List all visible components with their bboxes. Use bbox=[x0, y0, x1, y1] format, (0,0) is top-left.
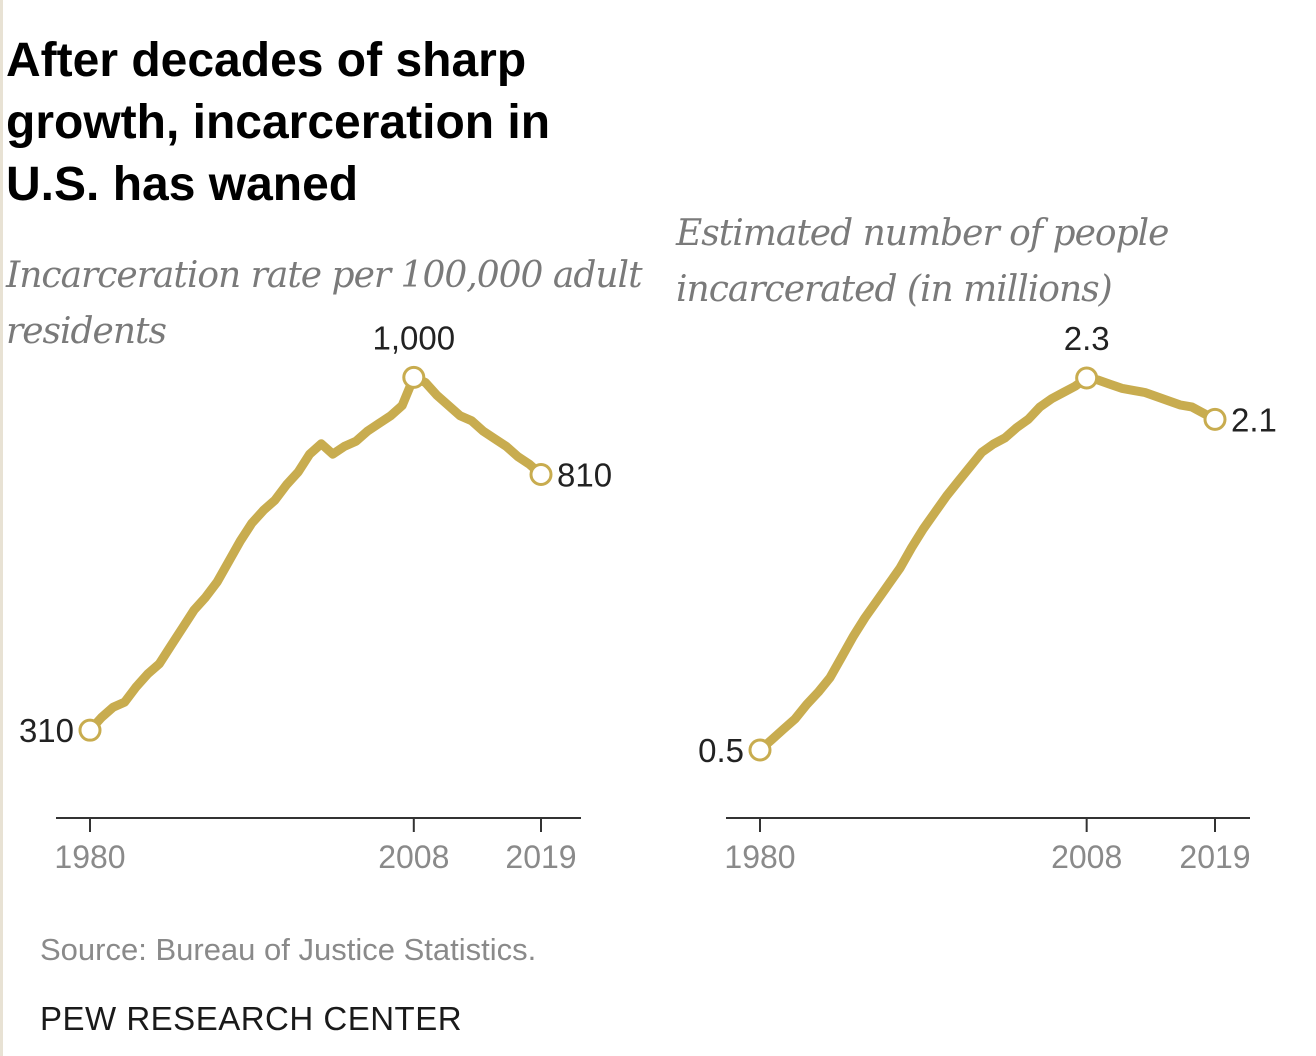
data-point-rate-2008 bbox=[402, 365, 426, 389]
data-label-rate-2019: 810 bbox=[557, 457, 612, 494]
x-tick-label-rate-1980: 1980 bbox=[54, 839, 125, 875]
x-tick-label-people-1980: 1980 bbox=[724, 839, 795, 875]
left-accent-rule bbox=[0, 0, 3, 1056]
data-point-rate-2019 bbox=[529, 463, 553, 487]
series-line-people bbox=[755, 373, 1220, 755]
data-label-people-1980: 0.5 bbox=[698, 732, 744, 769]
data-point-people-2008 bbox=[1075, 366, 1099, 390]
incarceration-rate-chart: 1980 2008 2019 310 1,000 810 bbox=[19, 319, 612, 875]
x-tick-label-people-2019: 2019 bbox=[1179, 839, 1250, 875]
left-chart-subtitle: Incarceration rate per 100,000 adult res… bbox=[6, 255, 643, 352]
data-point-rate-1980 bbox=[78, 718, 102, 742]
x-tick-label-rate-2008: 2008 bbox=[378, 839, 449, 875]
data-point-people-1980 bbox=[748, 738, 772, 762]
source-note: Source: Bureau of Justice Statistics. bbox=[40, 932, 537, 967]
chart-title: After decades of sharp growth, incarcera… bbox=[6, 34, 551, 211]
data-label-rate-2008: 1,000 bbox=[372, 319, 455, 356]
data-point-people-2019 bbox=[1203, 407, 1227, 431]
incarcerated-people-chart: 1980 2008 2019 0.5 2.3 2.1 bbox=[698, 320, 1277, 875]
x-tick-label-people-2008: 2008 bbox=[1051, 839, 1122, 875]
right-chart-subtitle: Estimated number of people incarcerated … bbox=[676, 213, 1169, 310]
series-line-rate bbox=[85, 372, 546, 735]
brand-logo: PEW RESEARCH CENTER bbox=[40, 1000, 463, 1037]
data-label-rate-1980: 310 bbox=[19, 712, 74, 749]
data-label-people-2008: 2.3 bbox=[1064, 320, 1110, 357]
x-tick-label-rate-2019: 2019 bbox=[505, 839, 576, 875]
data-label-people-2019: 2.1 bbox=[1231, 401, 1277, 438]
